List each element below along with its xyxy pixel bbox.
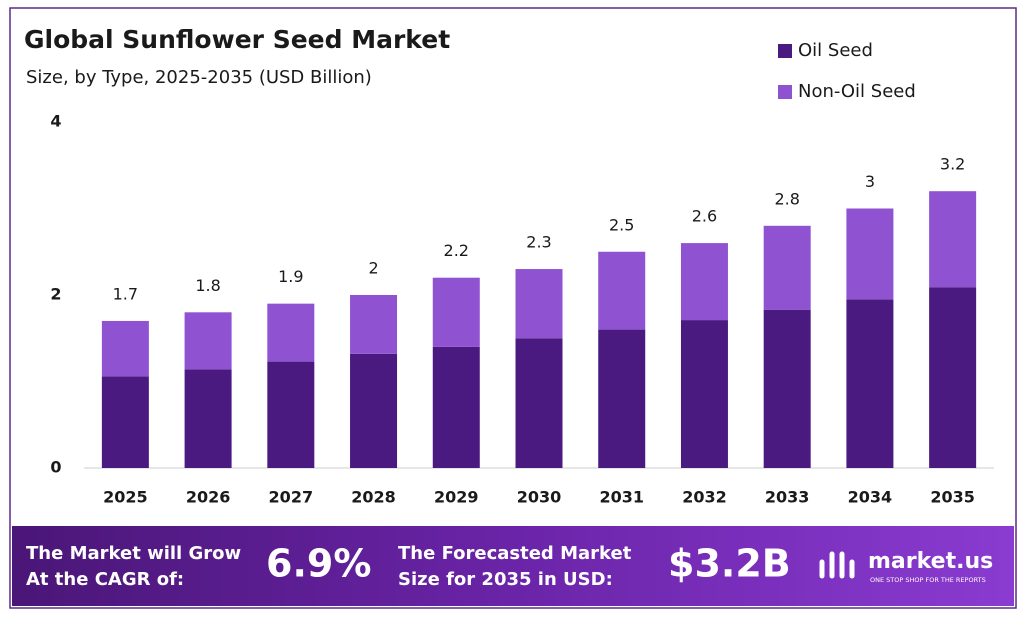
legend-label: Oil Seed [798, 40, 873, 61]
y-tick-label: 2 [50, 285, 61, 304]
bar-segment [763, 225, 811, 310]
bar-segment [598, 251, 646, 330]
x-tick-label: 2032 [682, 488, 727, 507]
total-label: 1.9 [278, 267, 303, 286]
cagr-text: At the CAGR of: [26, 569, 184, 590]
forecast-text: Size for 2035 in USD: [398, 569, 613, 590]
total-label: 3 [865, 172, 875, 191]
cagr-text: The Market will Grow [26, 543, 241, 564]
total-label: 2.2 [444, 241, 469, 260]
bar-segment [432, 346, 480, 468]
y-tick-label: 4 [50, 112, 61, 131]
frame [9, 7, 1017, 609]
bar-segment [350, 353, 398, 468]
brand-logo [819, 551, 855, 579]
total-label: 2.3 [526, 233, 551, 252]
legend-swatch [778, 44, 792, 58]
forecast-value: $3.2B [668, 542, 791, 586]
bar-segment [515, 338, 563, 468]
bar-segment [515, 269, 563, 339]
x-tick-label: 2028 [351, 488, 396, 507]
cagr-value: 6.9% [266, 542, 371, 586]
bar-segment [680, 320, 728, 468]
bar-segment [846, 299, 894, 468]
total-label: 3.2 [940, 155, 965, 174]
chart-subtitle: Size, by Type, 2025-2035 (USD Billion) [26, 67, 372, 88]
bar-segment [598, 329, 646, 468]
total-label: 2.8 [774, 189, 799, 208]
x-tick-label: 2034 [848, 488, 893, 507]
chart-title: Global Sunflower Seed Market [24, 25, 450, 54]
bar-segment [680, 243, 728, 321]
bar-segment [846, 208, 894, 300]
x-tick-label: 2029 [434, 488, 479, 507]
forecast-text: The Forecasted Market [398, 543, 632, 564]
bar-segment [184, 369, 232, 468]
x-tick-label: 2030 [517, 488, 562, 507]
total-label: 2 [368, 259, 378, 278]
legend-swatch [778, 85, 792, 99]
y-tick-label: 0 [50, 458, 61, 477]
x-tick-label: 2035 [930, 488, 975, 507]
bar-segment [184, 312, 232, 370]
total-label: 1.7 [113, 284, 138, 303]
banner [12, 526, 1014, 606]
bar-segment [432, 277, 480, 347]
tagline: ONE STOP SHOP FOR THE REPORTS [870, 576, 986, 584]
x-tick-label: 2025 [103, 488, 148, 507]
bar-segment [350, 295, 398, 354]
bar-segment [929, 191, 977, 288]
x-tick-label: 2033 [765, 488, 810, 507]
brand: market.us [868, 549, 993, 574]
bar-segment [267, 303, 315, 362]
x-tick-label: 2027 [269, 488, 314, 507]
bar-segment [101, 320, 149, 377]
total-label: 1.8 [195, 276, 220, 295]
legend-label: Non-Oil Seed [798, 81, 916, 102]
x-tick-label: 2026 [186, 488, 231, 507]
x-tick-label: 2031 [599, 488, 644, 507]
bar-segment [101, 376, 149, 468]
total-label: 2.5 [609, 215, 634, 234]
bar-segment [267, 361, 315, 468]
total-label: 2.6 [692, 207, 717, 226]
bar-segment [763, 309, 811, 468]
bar-segment [929, 287, 977, 468]
